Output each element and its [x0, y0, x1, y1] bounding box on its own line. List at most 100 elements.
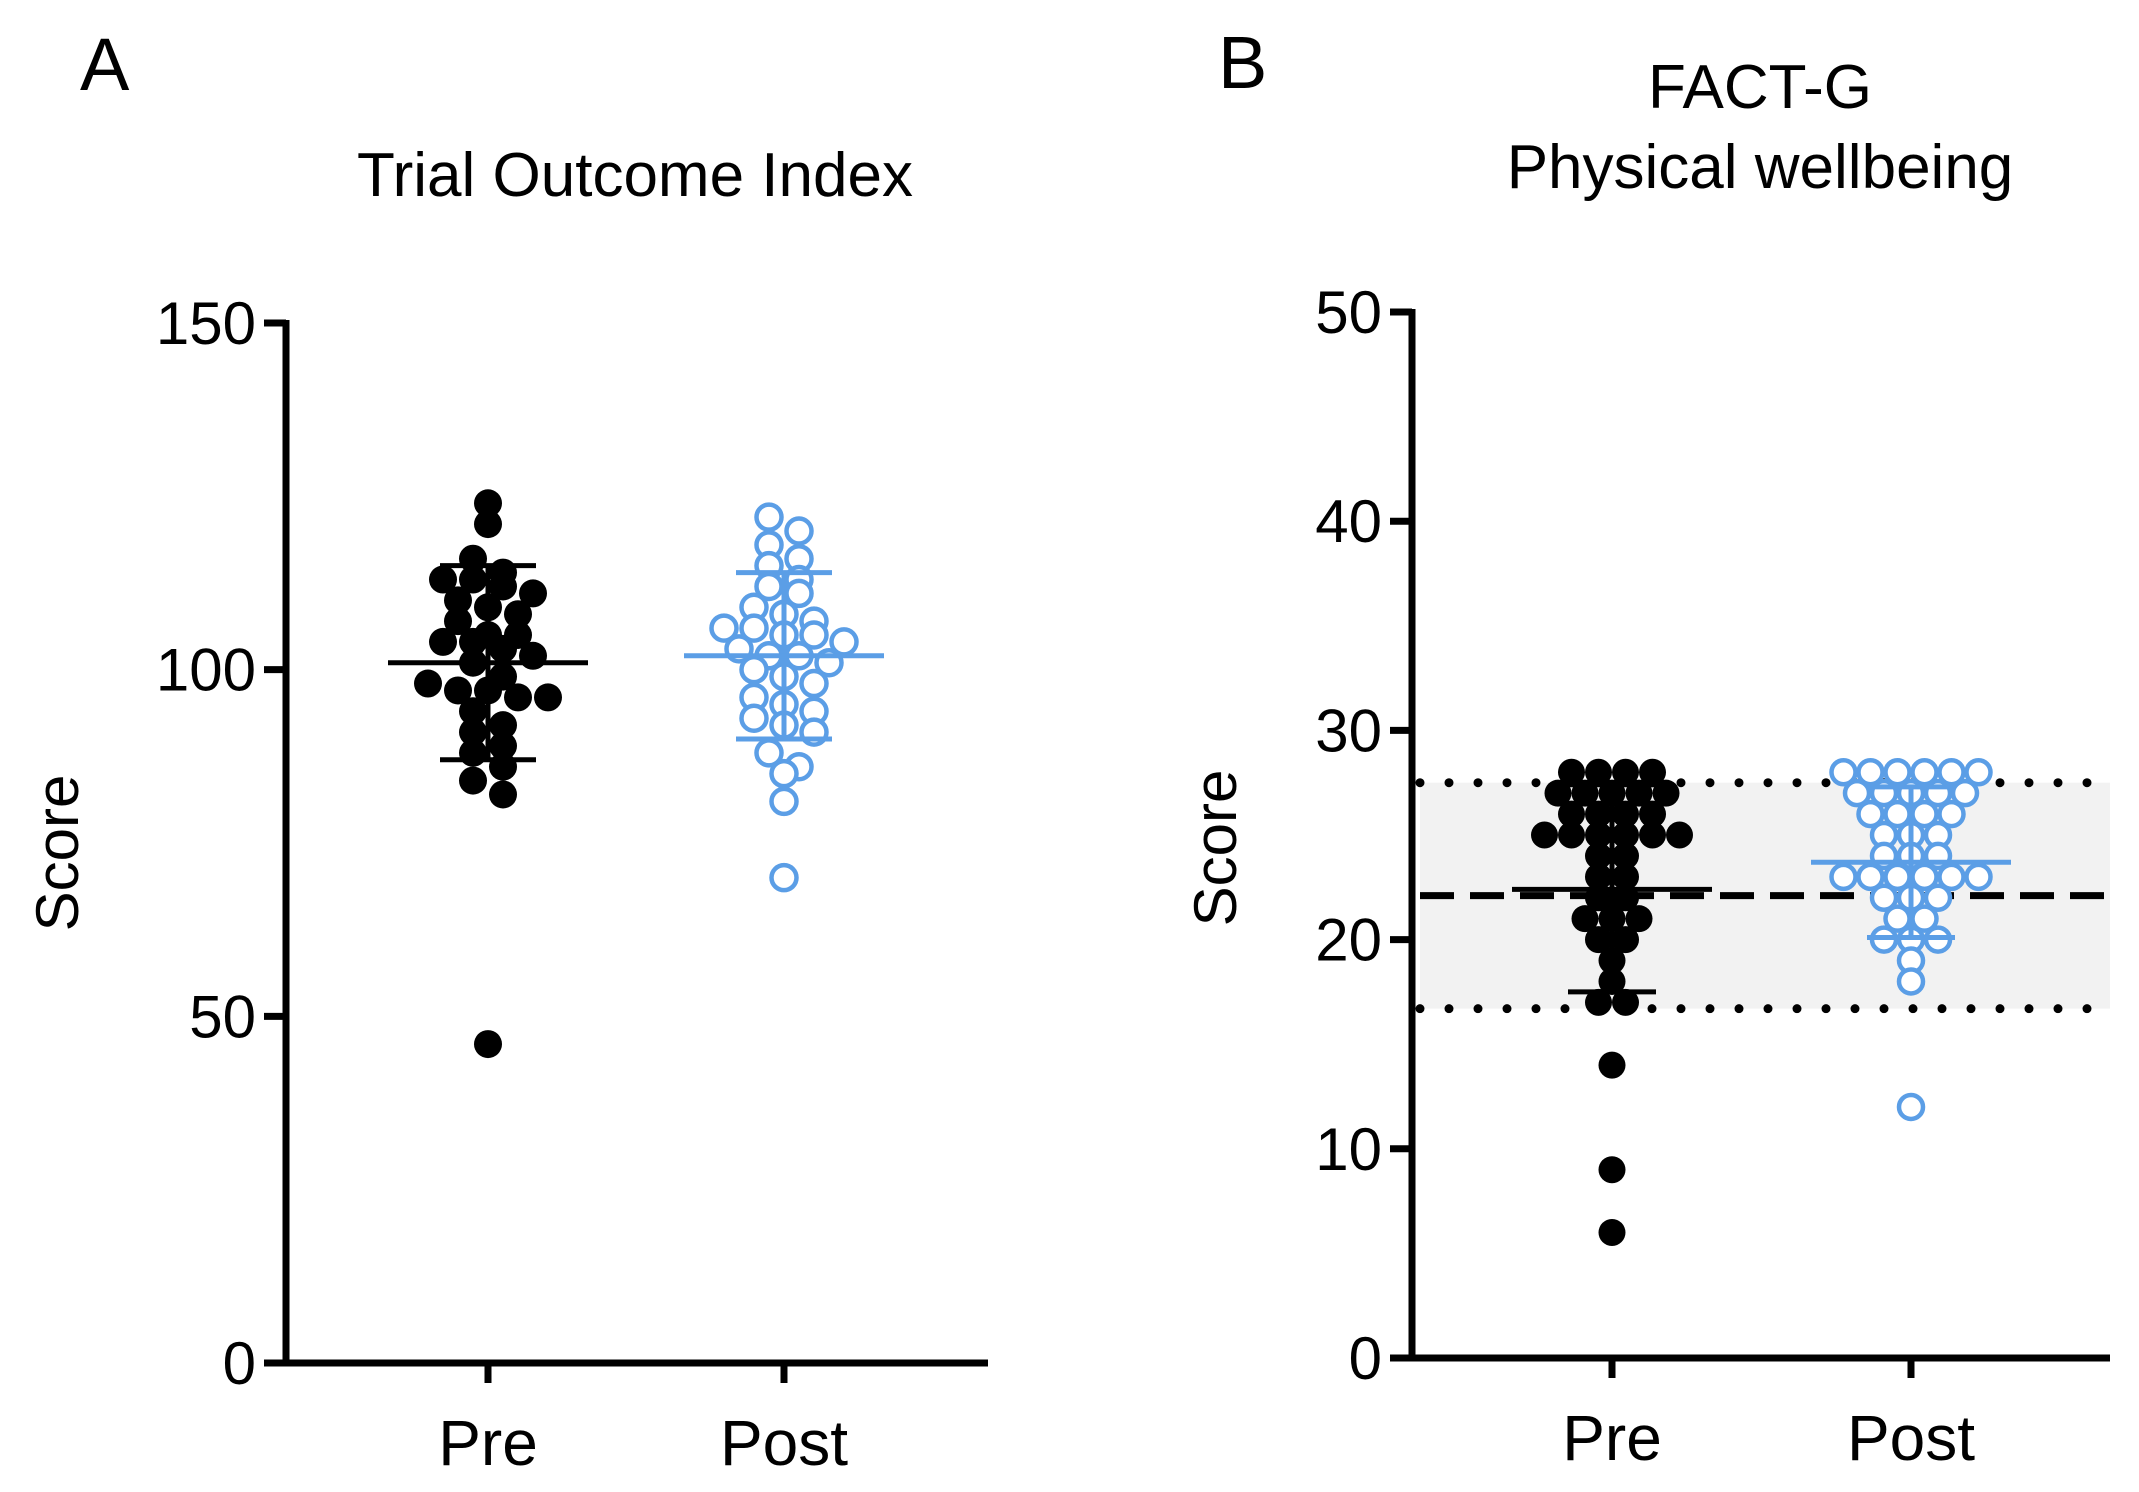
- data-point-pre: [489, 711, 517, 740]
- data-point-post: [1950, 778, 1980, 808]
- y-axis-label-b: Score: [1182, 770, 1249, 927]
- category-label-pre-a: Pre: [438, 1407, 538, 1479]
- chart-title-a: Trial Outcome Index: [357, 141, 913, 210]
- data-point-pre: [1639, 758, 1666, 786]
- axes-b: [1408, 309, 2110, 1378]
- data-point-pre: [1585, 863, 1612, 891]
- data-point-pre: [1585, 988, 1612, 1016]
- y-ticks-a: 0 50 100 150: [156, 290, 286, 1397]
- series-pre: [1512, 758, 1712, 1246]
- y-tick-label: 150: [156, 290, 256, 357]
- data-point-post: [1829, 757, 1858, 787]
- data-point-pre: [459, 738, 487, 767]
- data-point-post: [1923, 883, 1953, 913]
- data-point-pre: [1531, 821, 1558, 849]
- data-point-pre: [1598, 1051, 1626, 1079]
- data-point-post: [1964, 757, 1993, 787]
- data-point-post: [1883, 757, 1912, 787]
- y-tick-label: 40: [1315, 488, 1382, 555]
- data-point-post: [769, 758, 799, 789]
- panel-letter-a: A: [80, 23, 130, 106]
- data-point-post: [709, 613, 739, 643]
- category-label-post-a: Post: [720, 1407, 848, 1479]
- data-point-pre: [429, 627, 457, 656]
- data-point-pre: [459, 627, 487, 656]
- data-point-post: [1910, 757, 1939, 787]
- data-point-pre: [1639, 800, 1666, 828]
- axes-a: [282, 320, 988, 1383]
- data-point-pre: [1598, 1156, 1626, 1184]
- data-point-post: [739, 654, 769, 685]
- data-point-post: [1856, 757, 1885, 787]
- data-point-pre: [489, 634, 517, 663]
- data-point-pre: [519, 641, 547, 670]
- data-point-pre: [459, 697, 487, 726]
- data-point-pre: [1585, 758, 1612, 786]
- data-point-post: [769, 786, 799, 817]
- y-axis-label-a: Score: [24, 775, 91, 932]
- data-point-pre: [459, 565, 487, 594]
- data-point-post: [799, 668, 829, 699]
- y-tick-label: 10: [1315, 1116, 1382, 1183]
- data-point-post: [739, 703, 769, 733]
- data-point-pre: [1666, 821, 1693, 849]
- data-point-pre: [1612, 926, 1639, 954]
- data-point-pre: [534, 683, 562, 712]
- data-point-pre: [1544, 779, 1572, 807]
- data-point-pre: [489, 780, 517, 809]
- data-point-post: [784, 516, 814, 546]
- data-point-pre: [459, 718, 487, 747]
- data-point-post: [1829, 862, 1858, 892]
- data-points-b: [1512, 757, 2011, 1246]
- data-point-pre: [1612, 758, 1639, 786]
- panel-letter-b: B: [1218, 21, 1267, 104]
- data-point-pre: [504, 683, 532, 712]
- data-point-pre: [444, 586, 472, 615]
- y-tick-label: 20: [1315, 907, 1382, 974]
- data-point-pre: [489, 731, 517, 760]
- data-point-pre: [444, 676, 472, 705]
- data-point-post: [1869, 883, 1899, 913]
- data-point-post: [1896, 967, 1926, 996]
- data-point-pre: [1612, 842, 1639, 870]
- data-point-pre: [519, 579, 547, 608]
- data-point-post: [1937, 799, 1966, 829]
- data-point-post: [1856, 799, 1885, 829]
- y-tick-label: 30: [1315, 697, 1382, 764]
- y-tick-label: 50: [189, 983, 256, 1050]
- data-point-post: [1937, 862, 1966, 892]
- data-point-pre: [1598, 1218, 1626, 1246]
- data-point-post: [799, 620, 829, 650]
- data-point-pre: [1558, 800, 1585, 828]
- data-point-post: [739, 613, 769, 643]
- data-point-pre: [1612, 863, 1639, 891]
- data-point-pre: [1612, 821, 1639, 849]
- chart-title-b: FACT-G: [1648, 53, 1872, 122]
- category-label-pre-b: Pre: [1562, 1402, 1662, 1474]
- data-point-pre: [1639, 821, 1666, 849]
- data-point-post: [1842, 778, 1872, 808]
- data-point-pre: [489, 752, 517, 781]
- y-tick-label: 100: [156, 637, 256, 704]
- data-point-pre: [1625, 905, 1653, 933]
- data-point-pre: [1585, 821, 1612, 849]
- data-point-post: [1937, 757, 1966, 787]
- chart-subtitle-b: Physical wellbeing: [1507, 133, 2014, 202]
- data-point-pre: [1585, 842, 1612, 870]
- y-tick-label: 0: [1349, 1325, 1382, 1392]
- data-point-post: [769, 862, 799, 893]
- data-point-pre: [444, 607, 472, 636]
- data-point-post: [754, 502, 784, 532]
- category-labels-a: Pre Post: [438, 1407, 848, 1479]
- y-ticks-b: 0 10 20 30 40 50: [1315, 279, 1412, 1392]
- data-point-pre: [429, 565, 457, 594]
- data-point-pre: [459, 766, 487, 795]
- category-labels-b: Pre Post: [1562, 1402, 1975, 1474]
- data-point-pre: [474, 510, 502, 539]
- data-point-pre: [1612, 988, 1639, 1016]
- data-points-a: [388, 489, 884, 1059]
- data-point-post: [1964, 862, 1993, 892]
- data-point-pre: [1585, 926, 1612, 954]
- series-pre: [388, 489, 588, 1059]
